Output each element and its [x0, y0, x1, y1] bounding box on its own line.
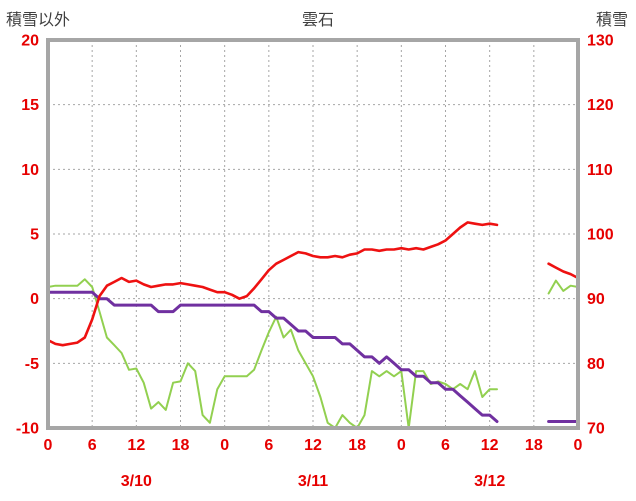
right-tick-label: 110 — [587, 162, 613, 179]
purple-line — [47, 290, 579, 423]
day-label: 3/12 — [474, 473, 505, 490]
x-tick-label: 6 — [264, 437, 273, 454]
x-tick-label: 18 — [525, 437, 543, 454]
x-tick-label: 18 — [348, 437, 366, 454]
right-tick-label: 70 — [587, 421, 605, 438]
left-tick-label: 15 — [21, 97, 39, 114]
left-tick-label: -5 — [25, 356, 39, 373]
x-tick-label: 0 — [397, 437, 406, 454]
right-axis-tick-labels: 130 120 110 100 90 80 70 — [587, 33, 614, 438]
x-tick-label: 12 — [481, 437, 499, 454]
left-tick-label: 5 — [30, 227, 39, 244]
chart-title: 雲石 — [301, 12, 334, 29]
x-tick-label: 6 — [88, 437, 97, 454]
left-tick-label: 20 — [21, 33, 39, 50]
x-tick-label: 0 — [44, 437, 53, 454]
right-tick-label: 80 — [587, 356, 605, 373]
gridlines — [48, 40, 578, 428]
x-tick-label: 6 — [441, 437, 450, 454]
left-axis-tick-labels: 20 15 10 5 0 -5 -10 — [16, 33, 39, 438]
x-tick-label: 12 — [127, 437, 145, 454]
x-axis-day-labels: 3/10 3/11 3/12 — [121, 473, 506, 490]
red-line — [47, 221, 579, 347]
x-tick-label: 0 — [220, 437, 229, 454]
x-tick-label: 12 — [304, 437, 322, 454]
right-tick-label: 100 — [587, 227, 614, 244]
day-label: 3/10 — [121, 473, 152, 490]
series — [47, 221, 579, 429]
left-tick-label: -10 — [16, 421, 39, 438]
right-tick-label: 130 — [587, 33, 614, 50]
left-axis-title: 積雪以外 — [6, 12, 71, 29]
right-tick-label: 90 — [587, 291, 605, 308]
day-label: 3/11 — [298, 473, 328, 490]
right-tick-label: 120 — [587, 97, 614, 114]
x-tick-label: 18 — [172, 437, 190, 454]
plot-border — [46, 38, 580, 430]
green-line — [47, 278, 579, 429]
left-tick-label: 10 — [21, 162, 39, 179]
x-tick-label: 0 — [574, 437, 583, 454]
left-tick-label: 0 — [30, 291, 39, 308]
x-axis-tick-labels: 0 6 12 18 0 6 12 18 0 6 12 18 0 — [44, 437, 583, 454]
right-axis-title: 積雪 — [595, 12, 628, 29]
